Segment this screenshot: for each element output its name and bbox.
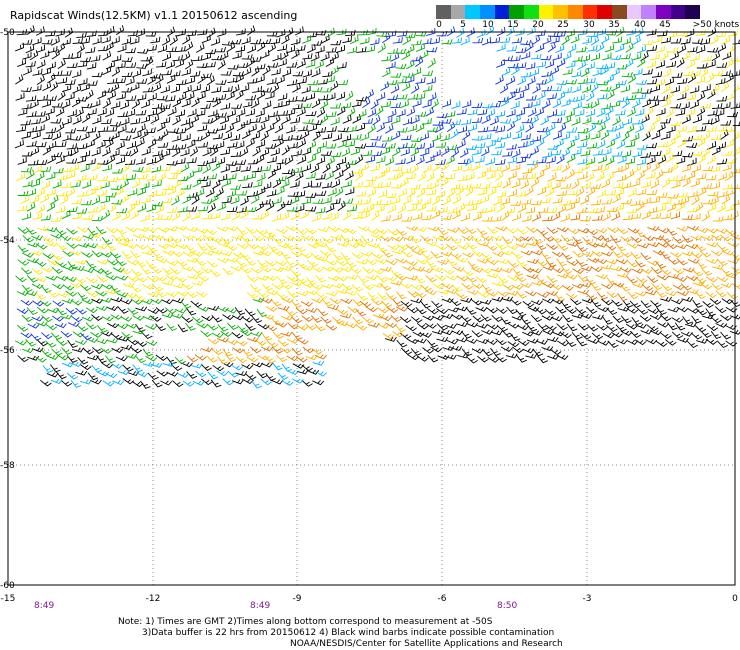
wind-barb-group	[42, 24, 648, 389]
wind-barb-group	[16, 29, 740, 302]
colorbar-swatch	[597, 5, 613, 19]
colorbar-label: 25	[557, 20, 569, 30]
longitude-label: -15	[1, 594, 16, 604]
colorbar-swatch	[685, 5, 701, 19]
colorbar-label: 0	[436, 20, 442, 30]
longitude-label: -9	[293, 594, 302, 604]
note-line-1: Note: 1) Times are GMT 2)Times along bot…	[118, 617, 493, 627]
wind-barb-group	[14, 26, 646, 365]
map-frame	[7, 31, 736, 586]
colorbar-swatch	[612, 5, 627, 19]
latitude-labels: -50 -54 -56 -58 -60	[0, 28, 15, 591]
colorbar-label: 20	[532, 20, 544, 30]
colorbar-swatch	[582, 5, 598, 19]
wind-barb-group	[206, 161, 740, 365]
colorbar-swatch	[538, 5, 554, 19]
colorbar-label: 15	[507, 20, 519, 30]
wind-barb-group	[186, 211, 700, 363]
colorbar-label: 30	[583, 20, 595, 30]
colorbar-swatch	[494, 5, 510, 19]
note-line-3: NOAA/NESDIS/Center for Satellite Applica…	[290, 639, 563, 649]
colorbar-swatch	[524, 5, 539, 19]
latitude-label: -60	[0, 581, 15, 591]
longitude-label: -3	[583, 594, 592, 604]
colorbar-label: 5	[460, 20, 466, 30]
colorbar-swatch	[626, 5, 642, 19]
colorbar-swatch	[450, 5, 466, 19]
colorbar-swatch	[670, 5, 686, 19]
longitude-label: -12	[146, 594, 161, 604]
time-label-1: 8:49	[34, 601, 55, 611]
colorbar-swatch	[568, 5, 583, 19]
latitude-label: -54	[0, 236, 15, 246]
colorbar-swatch	[436, 5, 451, 19]
wind-barbs	[14, 24, 740, 389]
colorbar-swatch	[480, 5, 495, 19]
colorbar-label: 35	[608, 20, 620, 30]
colorbar-swatch	[509, 5, 525, 19]
map-title: Rapidscat Winds(12.5KM) v1.1 20150612 as…	[10, 9, 298, 22]
colorbar-label: 10	[482, 20, 494, 30]
note-line-2: 3)Data buffer is 22 hrs from 20150612 4)…	[142, 628, 555, 638]
latitude-label: -50	[0, 28, 15, 38]
longitude-label: 0	[732, 594, 738, 604]
colorbar-swatch	[465, 5, 481, 19]
time-label-3: 8:50	[497, 601, 518, 611]
colorbar-swatch	[553, 5, 569, 19]
latitude-label: -56	[0, 346, 15, 356]
time-label-2: 8:49	[250, 601, 271, 611]
latitude-label: -58	[0, 461, 15, 471]
colorbar-label: 40	[634, 20, 646, 30]
colorbar-swatches	[436, 5, 701, 19]
colorbar-swatch	[656, 5, 671, 19]
colorbar-swatch	[641, 5, 657, 19]
wind-barb-group	[16, 26, 567, 341]
colorbar-label: 45	[659, 20, 671, 30]
longitude-label: -6	[438, 594, 447, 604]
wind-barb-group	[14, 25, 740, 389]
longitude-labels: -15 -12 -9 -6 -3 0	[1, 594, 738, 604]
colorbar-label: >50 knots	[692, 20, 740, 30]
